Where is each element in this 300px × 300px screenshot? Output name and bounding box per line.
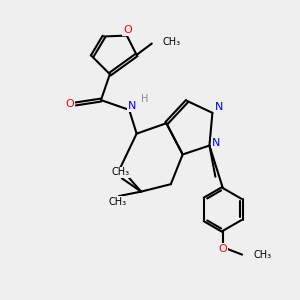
Text: O: O (123, 25, 132, 35)
Text: CH₃: CH₃ (111, 167, 129, 177)
Text: CH₃: CH₃ (108, 197, 126, 207)
Text: CH₃: CH₃ (254, 250, 272, 260)
Text: N: N (215, 103, 223, 112)
Text: H: H (141, 94, 148, 103)
Text: O: O (218, 244, 227, 254)
Text: N: N (212, 138, 220, 148)
Text: N: N (128, 101, 136, 111)
Text: O: O (65, 99, 74, 109)
Text: CH₃: CH₃ (162, 37, 180, 47)
